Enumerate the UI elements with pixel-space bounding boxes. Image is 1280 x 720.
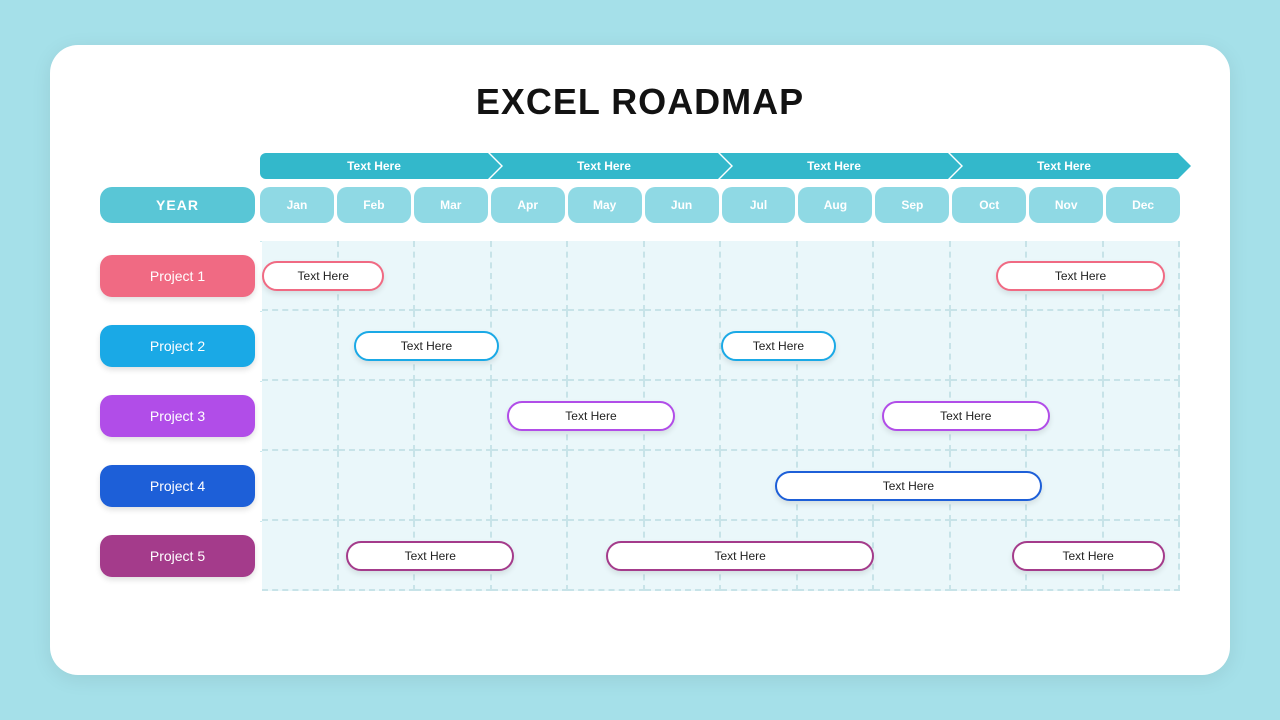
task-pill[interactable]: Text Here [882, 401, 1050, 431]
grid [262, 451, 1180, 521]
lane-row: Project 1Text HereText Here [100, 241, 1180, 311]
month-cell: Jan [260, 187, 334, 223]
months-container: JanFebMarAprMayJunJulAugSepOctNovDec [260, 187, 1180, 223]
month-cell: Aug [798, 187, 872, 223]
lane-row: Project 3 Text Here Text Here [100, 381, 1180, 451]
header-chevron: Text Here [490, 153, 718, 179]
lane-track: Text Here Text Here [260, 311, 1180, 381]
header-chevron: Text Here [720, 153, 948, 179]
month-cell: Apr [491, 187, 565, 223]
task-pill[interactable]: Text Here [721, 331, 836, 361]
month-cell: Mar [414, 187, 488, 223]
header-chevron: Text Here [260, 153, 488, 179]
lane-row: Project 4 Text Here [100, 451, 1180, 521]
project-label: Project 1 [100, 255, 255, 297]
task-pill[interactable]: Text Here [775, 471, 1043, 501]
month-cell: Sep [875, 187, 949, 223]
project-label: Project 4 [100, 465, 255, 507]
task-pill[interactable]: Text Here [996, 261, 1164, 291]
month-cell: Nov [1029, 187, 1103, 223]
lane-track: Text Here Text Here Text Here [260, 521, 1180, 591]
lane-track: Text Here [260, 451, 1180, 521]
quarter-header-row: Text HereText HereText HereText Here [260, 153, 1180, 179]
lane-track: Text Here Text Here [260, 381, 1180, 451]
month-cell: Oct [952, 187, 1026, 223]
project-label: Project 2 [100, 325, 255, 367]
month-cell: Dec [1106, 187, 1180, 223]
roadmap-card: EXCEL ROADMAP Text HereText HereText Her… [50, 45, 1230, 675]
header-chevron: Text Here [950, 153, 1178, 179]
task-pill[interactable]: Text Here [1012, 541, 1165, 571]
lane-track: Text Here Text Here [260, 241, 1180, 311]
task-pill[interactable]: Text Here [262, 261, 384, 291]
task-pill[interactable]: Text Here [346, 541, 514, 571]
task-pill[interactable]: Text Here [507, 401, 675, 431]
project-label: Project 3 [100, 395, 255, 437]
month-cell: Jun [645, 187, 719, 223]
lane-row: Project 5 Text Here Text Here Text Here [100, 521, 1180, 591]
task-pill[interactable]: Text Here [354, 331, 499, 361]
month-cell: Jul [722, 187, 796, 223]
month-cell: Feb [337, 187, 411, 223]
lanes-container: Project 1Text HereText HereProject 2Text… [100, 241, 1180, 591]
project-label: Project 5 [100, 535, 255, 577]
task-pill[interactable]: Text Here [606, 541, 874, 571]
month-cell: May [568, 187, 642, 223]
year-label: YEAR [100, 187, 255, 223]
lane-row: Project 2 Text Here Text Here [100, 311, 1180, 381]
months-row: YEAR JanFebMarAprMayJunJulAugSepOctNovDe… [100, 187, 1180, 223]
page-title: EXCEL ROADMAP [100, 81, 1180, 123]
